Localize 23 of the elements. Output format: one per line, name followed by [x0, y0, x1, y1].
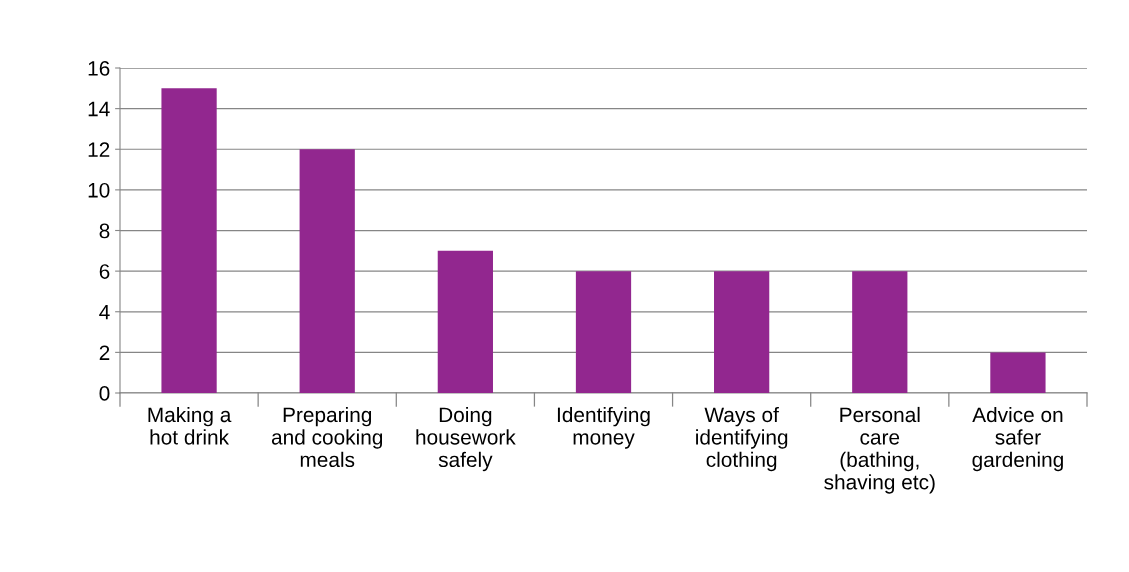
- y-tick-label: 8: [99, 223, 110, 239]
- x-tick-label: Advice on safer gardening: [972, 406, 1063, 472]
- x-tick-label: Doing housework safely: [416, 406, 516, 472]
- y-tick-label: 12: [88, 142, 110, 157]
- x-tick-label: Making a hot drink: [148, 406, 232, 445]
- y-tick-label: 16: [88, 61, 110, 76]
- bar: [990, 352, 1046, 393]
- bar: [299, 149, 355, 393]
- y-tick-label: 4: [99, 304, 110, 320]
- bar: [161, 88, 217, 393]
- y-tick-label: 6: [99, 264, 110, 279]
- y-tick-label: 0: [99, 386, 110, 401]
- x-tick-label: Identifying money: [557, 406, 650, 449]
- y-tick-label: 10: [88, 182, 110, 198]
- bar: [437, 250, 493, 393]
- x-tick-label: Ways of identifying clothing: [696, 406, 788, 472]
- y-tick-label: 2: [99, 345, 110, 360]
- bar: [714, 271, 770, 393]
- y-tick-label: 14: [88, 101, 110, 117]
- x-tick-label: Preparing and cooking meals: [271, 406, 383, 468]
- x-tick-label: Personal care (bathing, shaving etc): [824, 406, 935, 494]
- bar: [852, 271, 908, 393]
- bar: [575, 271, 632, 393]
